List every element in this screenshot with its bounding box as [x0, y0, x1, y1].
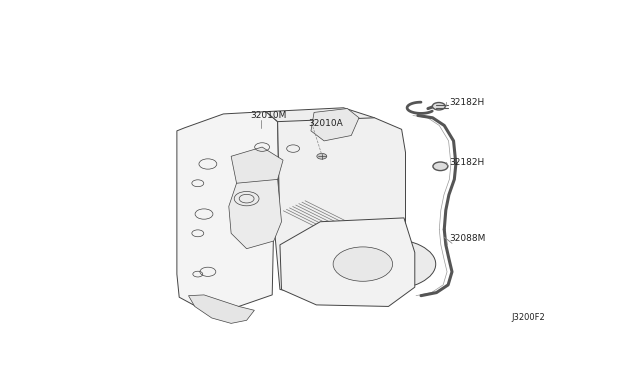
Circle shape: [317, 153, 327, 159]
Ellipse shape: [333, 247, 392, 281]
Polygon shape: [274, 118, 406, 295]
Polygon shape: [229, 179, 282, 249]
Text: J3200F2: J3200F2: [511, 314, 545, 323]
Polygon shape: [189, 295, 254, 323]
Polygon shape: [280, 218, 415, 307]
Polygon shape: [231, 147, 283, 187]
Circle shape: [433, 162, 448, 171]
Text: 32010A: 32010A: [308, 119, 342, 128]
Text: 32182H: 32182H: [449, 98, 484, 107]
Text: 32182H: 32182H: [449, 158, 484, 167]
Circle shape: [433, 103, 445, 110]
Polygon shape: [311, 109, 359, 141]
Polygon shape: [177, 112, 279, 307]
Ellipse shape: [337, 238, 436, 290]
Polygon shape: [266, 108, 374, 168]
Text: 32010M: 32010M: [250, 111, 287, 120]
Text: 32088M: 32088M: [449, 234, 485, 243]
